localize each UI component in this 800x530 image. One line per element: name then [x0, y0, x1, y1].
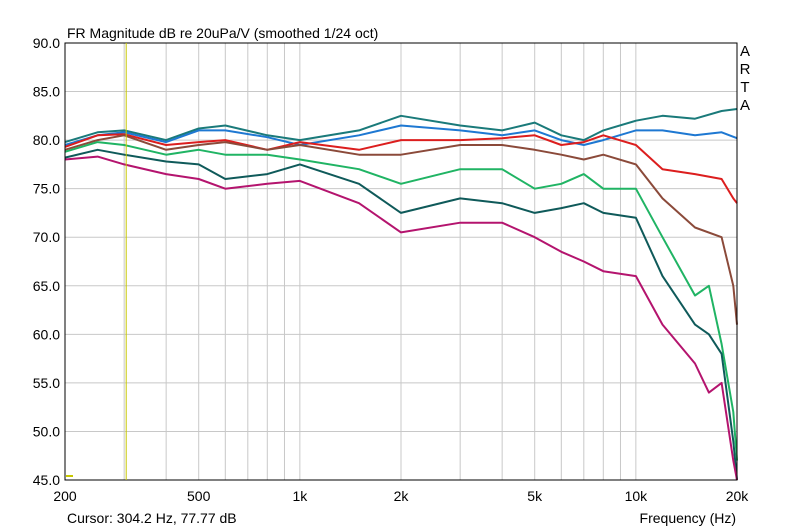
plot-frame — [64, 42, 738, 481]
y-tick-label: 55.0 — [33, 375, 60, 391]
y-tick-label: 90.0 — [33, 35, 60, 51]
y-tick-label: 60.0 — [33, 326, 60, 342]
series-line-2 — [64, 124, 738, 146]
y-tick-labels: 45.0 50.0 55.0 60.0 65.0 70.0 75.0 80.0 85.0 90.0 — [33, 35, 60, 488]
chart-title: FR Magnitude dB re 20uPa/V (smoothed 1/2… — [67, 25, 378, 41]
x-tick-label: 10k — [625, 488, 649, 504]
x-tick-label: 5k — [527, 488, 543, 504]
series-line-7 — [64, 155, 738, 481]
x-tick-label: 200 — [53, 488, 77, 504]
series-line-5 — [64, 141, 738, 461]
y-tick-label: 70.0 — [33, 229, 60, 245]
series-line-3 — [64, 133, 738, 204]
series-line-6 — [64, 148, 738, 481]
grid — [64, 42, 738, 481]
x-tick-label: 2k — [394, 488, 410, 504]
x-axis-label: Frequency (Hz) — [640, 510, 736, 526]
series-line-1 — [64, 108, 738, 144]
x-tick-label: 500 — [187, 488, 211, 504]
y-tick-label: 80.0 — [33, 132, 60, 148]
x-tick-labels: 200 500 1k 2k 5k 10k 20k — [53, 488, 749, 504]
cursor-readout: Cursor: 304.2 Hz, 77.77 dB — [67, 510, 237, 526]
y-tick-label: 65.0 — [33, 278, 60, 294]
x-tick-label: 1k — [292, 488, 308, 504]
series-group — [64, 108, 738, 481]
series-line-4 — [64, 134, 738, 325]
y-tick-label: 85.0 — [33, 84, 60, 100]
y-tick-label: 75.0 — [33, 181, 60, 197]
y-tick-label: 50.0 — [33, 423, 60, 439]
x-tick-label: 20k — [726, 488, 750, 504]
y-tick-label: 45.0 — [33, 472, 60, 488]
